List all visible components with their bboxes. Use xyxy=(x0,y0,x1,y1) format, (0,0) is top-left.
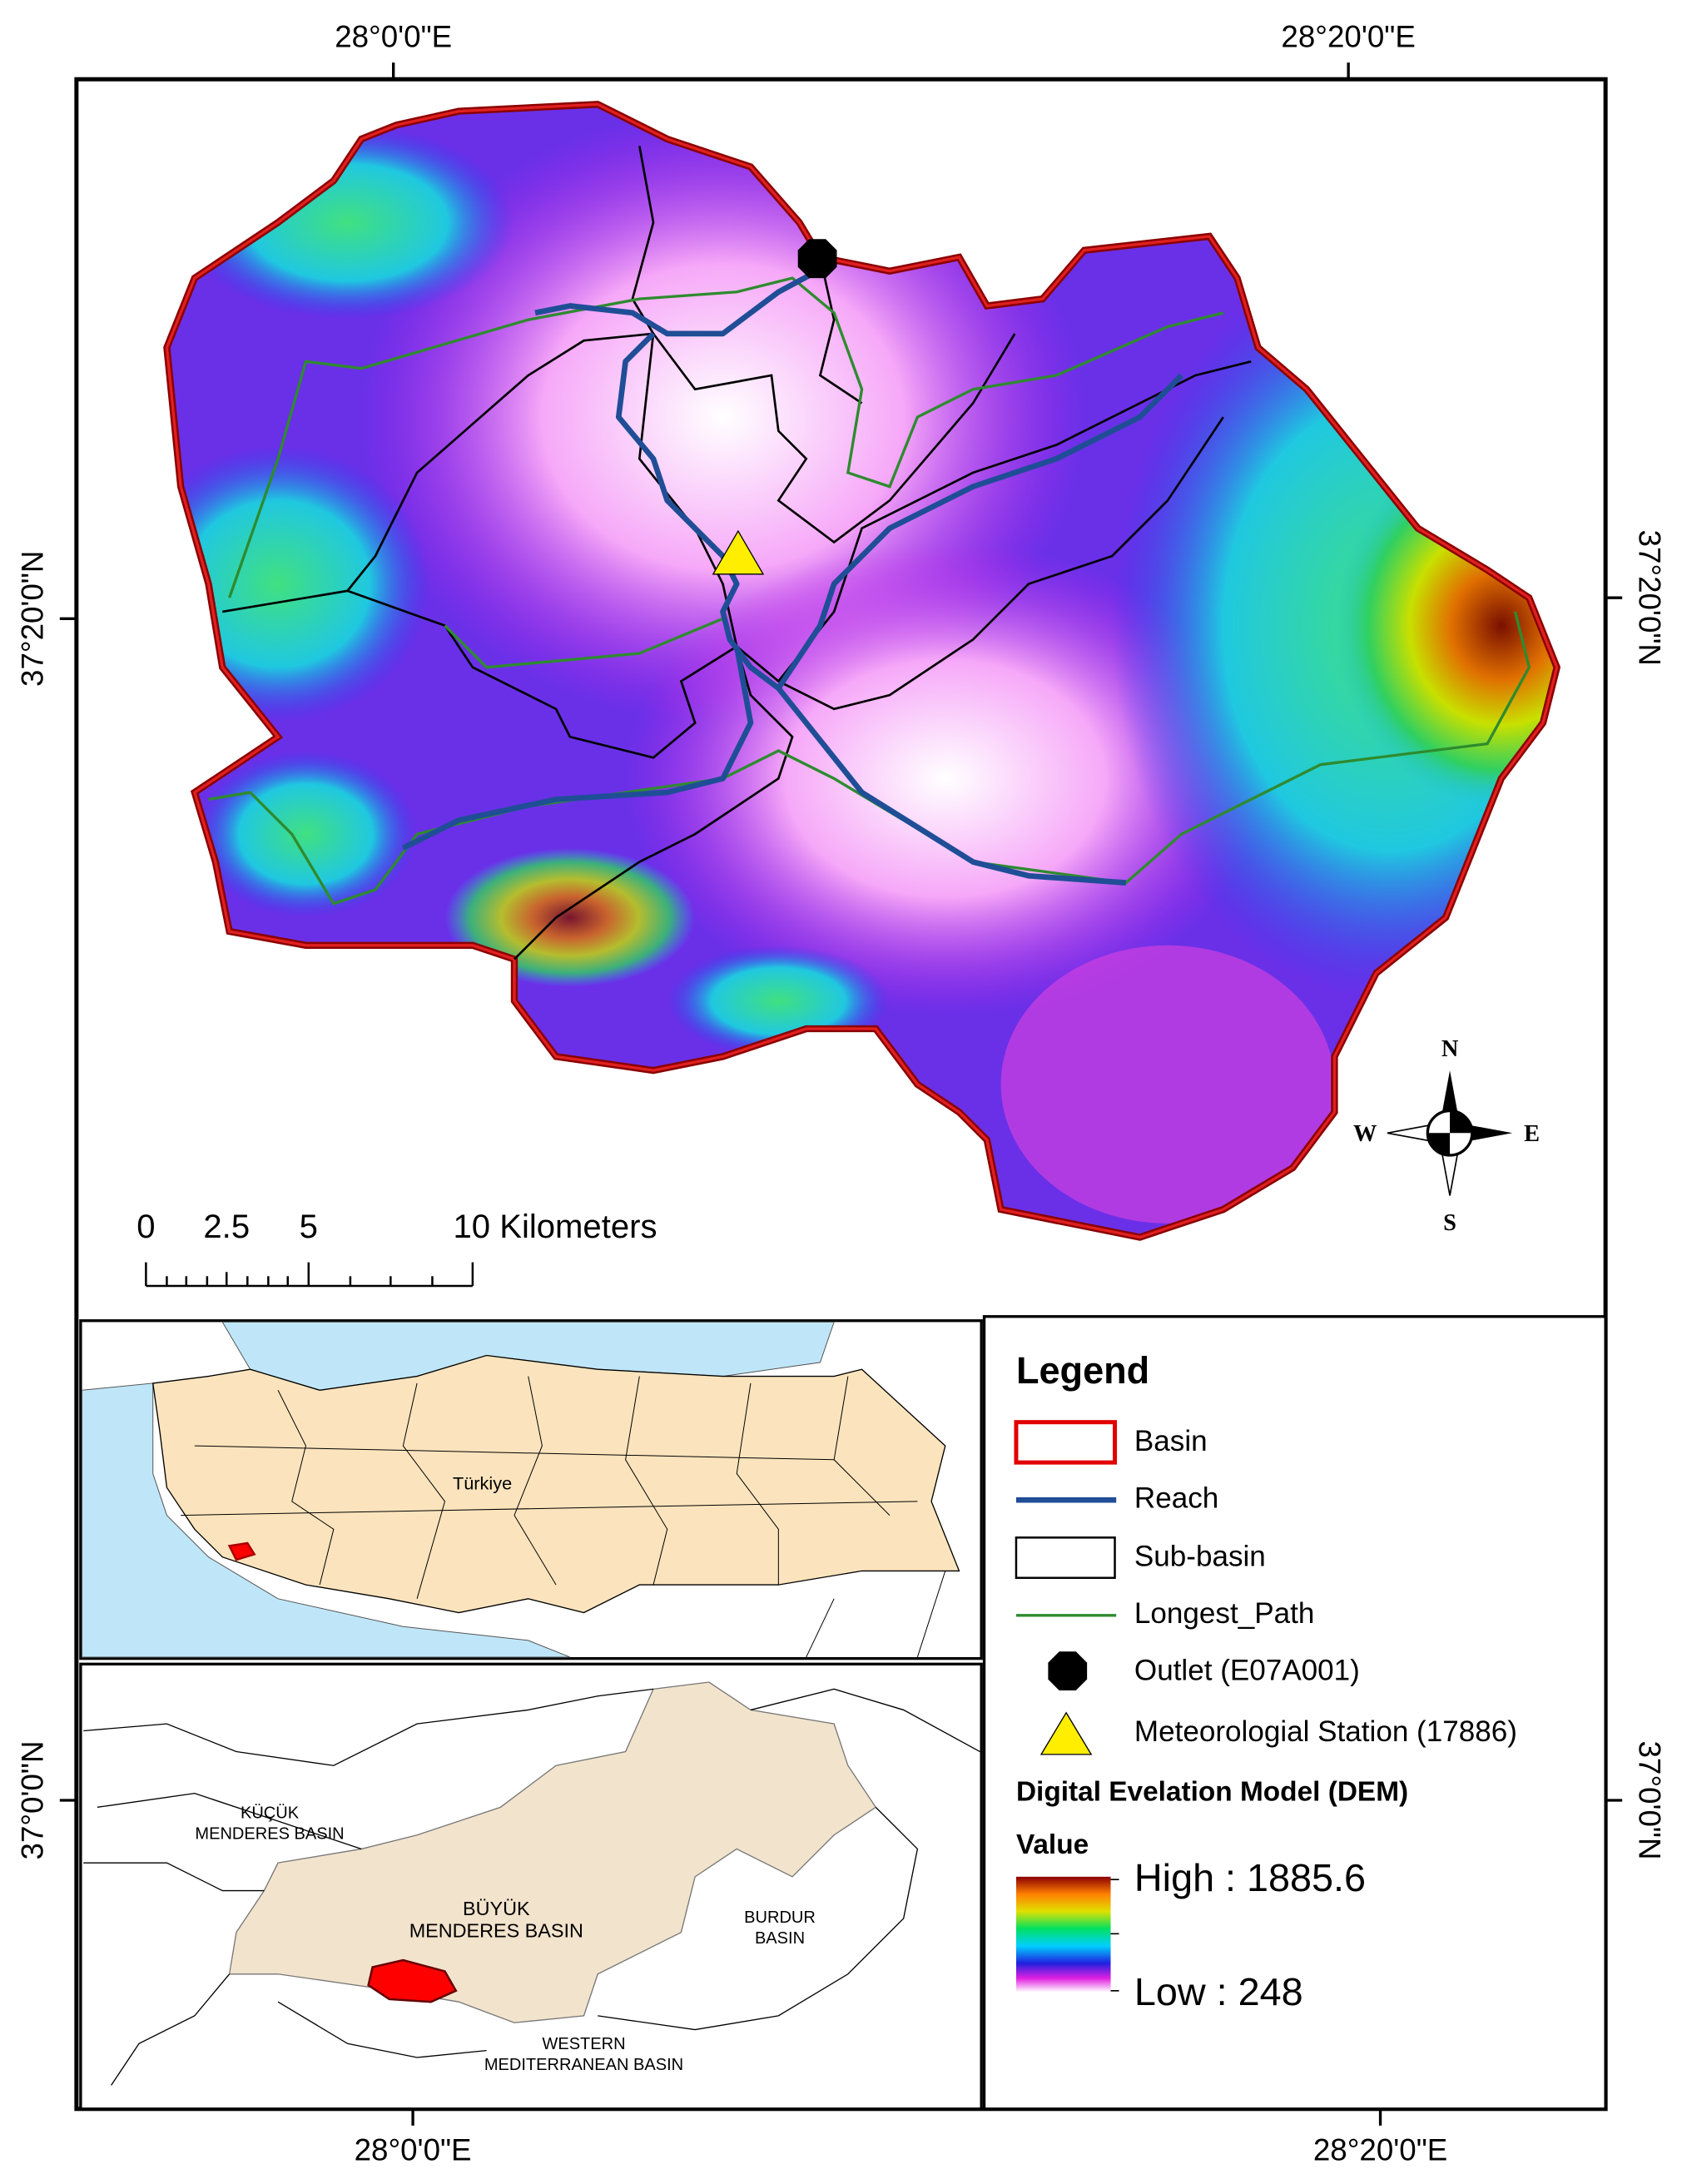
dem-color-ramp xyxy=(1015,1876,1111,1993)
dem-low: Low : 248 xyxy=(1134,1970,1303,2013)
compass-n: N xyxy=(1441,1036,1459,1062)
scale-label: 10 Kilometers xyxy=(454,1209,657,1245)
coord-label: 28°20'0"E xyxy=(1281,19,1415,53)
legend-item: Meteorologial Station (17886) xyxy=(1134,1715,1517,1748)
coord-label: 37°20'0"N xyxy=(15,551,49,687)
coord-label: 28°0'0"E xyxy=(355,2132,472,2167)
basin-label: KÜÇÜK MENDERES BASIN xyxy=(195,1804,344,1844)
legend-item: Longest_Path xyxy=(1134,1597,1314,1630)
legend-title: Legend xyxy=(1016,1349,1149,1392)
inset-overview: Türkiye xyxy=(79,1319,983,1660)
sub-basins xyxy=(222,146,1252,960)
legend-item: Basin xyxy=(1134,1425,1208,1457)
legend: Legend Basin Reach Sub-basin Longest_Pat… xyxy=(982,1315,1607,2111)
basin-label: WESTERN MEDITERRANEAN BASIN xyxy=(484,2035,683,2074)
dem-title: Digital Evelation Model (DEM) xyxy=(1016,1776,1408,1807)
scale-label: 0 xyxy=(136,1209,155,1245)
compass: N S E W xyxy=(1353,1036,1540,1236)
longest-path xyxy=(208,276,1531,906)
dem-value-title: Value xyxy=(1016,1829,1089,1860)
coord-label: 28°0'0"E xyxy=(335,19,452,53)
coord-label: 28°20'0"E xyxy=(1313,2132,1447,2167)
legend-item: Sub-basin xyxy=(1134,1541,1266,1573)
legend-item: Reach xyxy=(1134,1482,1218,1514)
coord-ticks xyxy=(59,62,1623,2126)
coord-label: 37°0'0"N xyxy=(15,1740,49,1859)
station-marker xyxy=(712,529,765,575)
compass-e: E xyxy=(1524,1121,1540,1147)
coord-label: 37°0'0"N xyxy=(1633,1740,1667,1859)
dem-high: High : 1885.6 xyxy=(1134,1856,1366,1899)
compass-s: S xyxy=(1443,1210,1456,1236)
scale-label: 5 xyxy=(300,1209,318,1245)
scale-bar: 0 2.5 5 10 Kilometers xyxy=(136,1209,657,1288)
inset-detail: KÜÇÜK MENDERES BASIN BÜYÜK MENDERES BASIN … xyxy=(79,1662,983,2111)
coord-label: 37°20'0"N xyxy=(1633,530,1667,666)
outlet-marker xyxy=(797,239,837,279)
legend-item: Outlet (E07A001) xyxy=(1134,1655,1360,1687)
inset-label: Türkiye xyxy=(453,1473,512,1494)
basin-label: BURDUR BASIN xyxy=(744,1909,816,1948)
scale-label: 2.5 xyxy=(203,1209,250,1245)
compass-w: W xyxy=(1353,1121,1377,1147)
basin-label: BÜYÜK MENDERES BASIN xyxy=(409,1898,583,1942)
reaches xyxy=(401,268,1184,886)
